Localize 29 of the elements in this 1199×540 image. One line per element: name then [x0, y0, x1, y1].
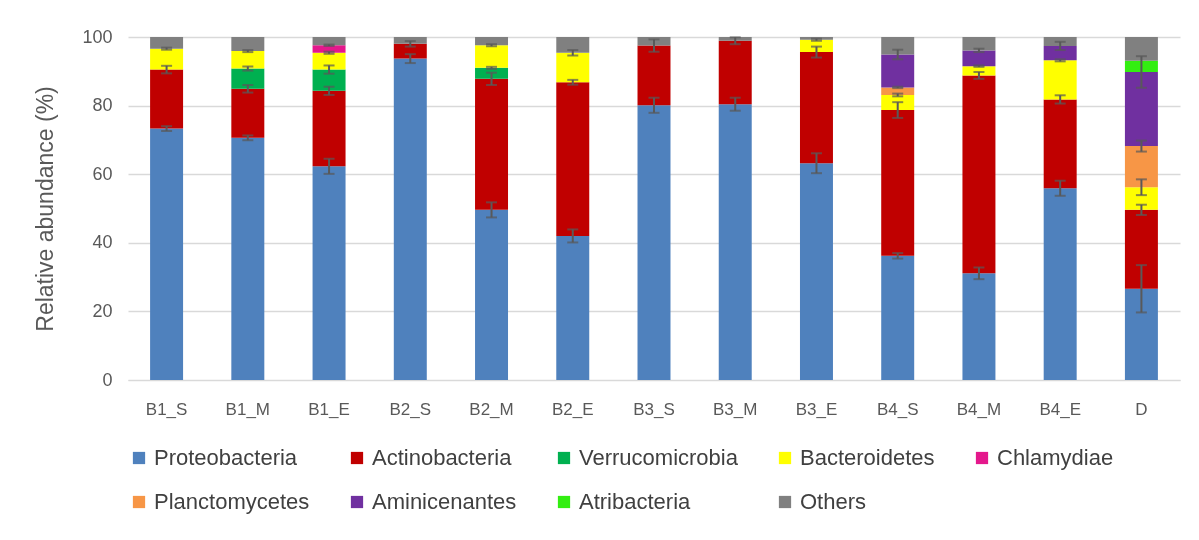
x-tick-label: B3_M: [713, 399, 758, 419]
y-tick-label: 100: [82, 26, 113, 47]
x-tick-label: B4_M: [956, 399, 1002, 419]
y-tick-label: 0: [102, 369, 113, 390]
x-tick-label: B3_E: [795, 399, 838, 419]
legend-label: Bacteroidetes: [800, 445, 935, 470]
y-axis-title: Relative abundance (%): [32, 86, 59, 332]
x-tick-label: B1_S: [145, 399, 188, 419]
legend-label: Proteobacteria: [154, 445, 298, 470]
legend-label: Aminicenantes: [372, 489, 517, 514]
legend-label: Chlamydiae: [997, 445, 1114, 470]
x-tick-label: B2_E: [551, 399, 594, 419]
x-tick-label: B1_M: [225, 399, 271, 419]
legend-label: Actinobacteria: [372, 445, 513, 470]
legend-label: Atribacteria: [579, 489, 692, 514]
x-tick-label: B1_E: [308, 399, 350, 419]
y-tick-label: 60: [92, 163, 113, 184]
legend-label: Planctomycetes: [154, 489, 310, 514]
x-tick-label: B3_S: [633, 399, 675, 419]
x-tick-label: D: [1135, 399, 1148, 419]
legend-label: Others: [800, 489, 867, 514]
x-tick-label: B4_S: [876, 399, 919, 419]
y-tick-label: 80: [92, 95, 113, 116]
x-tick-label: B2_M: [469, 399, 514, 419]
x-tick-label: B4_E: [1039, 399, 1081, 419]
y-tick-label: 20: [92, 300, 113, 321]
x-tick-label: B2_S: [389, 399, 432, 419]
y-tick-label: 40: [92, 232, 113, 253]
legend-label: Verrucomicrobia: [579, 445, 739, 470]
